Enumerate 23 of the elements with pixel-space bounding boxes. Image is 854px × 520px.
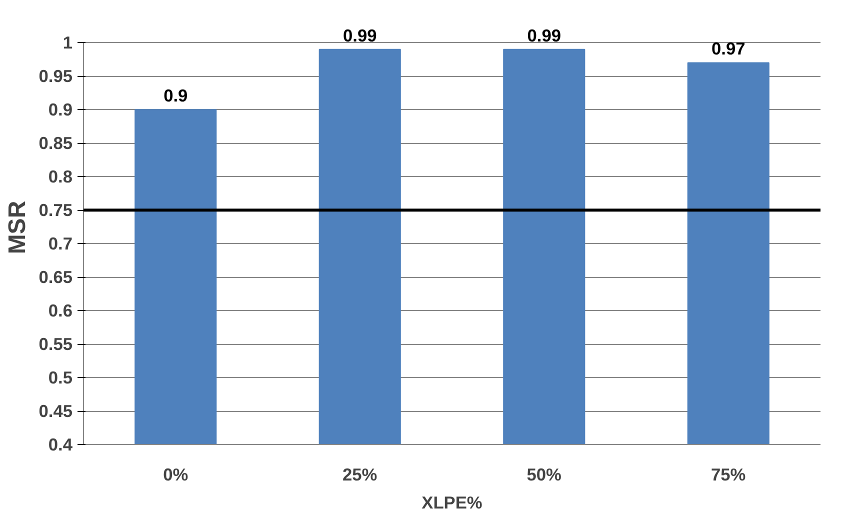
data-label: 0.99	[343, 25, 377, 46]
y-tick-label: 0.65	[38, 267, 73, 288]
y-tick-label: 0.75	[38, 200, 73, 220]
y-tick-label: 0.45	[38, 401, 73, 422]
x-tick-label: 75%	[711, 464, 746, 484]
y-tick-label: 0.85	[38, 133, 73, 154]
y-tick-label: 0.7	[48, 234, 73, 254]
y-axis-title: MSR	[4, 200, 31, 254]
x-axis-title: XLPE%	[422, 492, 482, 512]
y-tick-label: 1	[62, 32, 73, 53]
y-tick-label: 0.5	[48, 368, 73, 388]
y-tick-label: 0.6	[48, 300, 73, 321]
y-tick-label: 0.4	[48, 434, 73, 454]
x-tick-label: 25%	[342, 464, 378, 484]
data-label: 0.99	[527, 25, 561, 46]
x-tick-label: 50%	[526, 464, 562, 484]
y-tick-label: 0.9	[48, 100, 73, 120]
y-tick-label: 0.95	[38, 66, 73, 86]
data-label: 0.97	[712, 38, 746, 59]
y-tick-label: 0.8	[48, 166, 73, 187]
data-label: 0.9	[164, 86, 188, 106]
x-tick-label: 0%	[163, 464, 188, 484]
y-tick-label: 0.55	[38, 334, 73, 354]
